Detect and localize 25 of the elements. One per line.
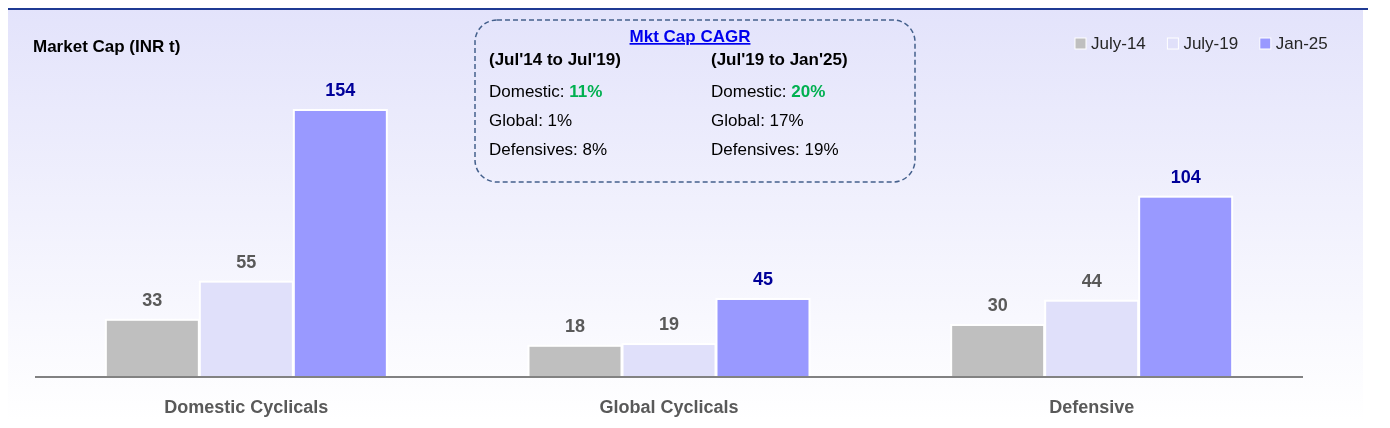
- text: (Jul'14 to Jul'19): [489, 50, 621, 69]
- x-tick-label: Global Cyclicals: [599, 397, 739, 417]
- data-label: 33: [142, 289, 163, 310]
- text: Domestic: 20%: [711, 82, 826, 101]
- data-label: 154: [325, 80, 356, 100]
- data-label: 45: [752, 268, 774, 289]
- annotation: Defensives: 19%: [711, 140, 839, 159]
- x-tick-label: Defensive: [1049, 397, 1135, 417]
- text: Domestic: 11%: [489, 82, 603, 101]
- text: (Jul'19 to Jan'25): [711, 50, 848, 69]
- data-label: 19: [658, 314, 680, 335]
- data-label: 18: [564, 315, 586, 336]
- text: Mkt Cap CAGR: [629, 27, 751, 46]
- data-label: 104: [1170, 166, 1201, 187]
- data-label: 55: [236, 251, 257, 272]
- data-label: 30: [987, 294, 1008, 315]
- legend-label: July-19: [1183, 34, 1239, 53]
- y-axis-title: Market Cap (INR t): [33, 37, 181, 56]
- legend-label: July-14: [1091, 34, 1146, 53]
- annotation: Defensives: 8%: [489, 140, 608, 159]
- annotation: Global: 1%: [489, 111, 573, 130]
- legend-label: Jan-25: [1275, 34, 1328, 53]
- data-label: 44: [1081, 270, 1102, 291]
- x-tick-label: Domestic Cyclicals: [164, 397, 329, 417]
- annotation: Global: 17%: [711, 111, 804, 130]
